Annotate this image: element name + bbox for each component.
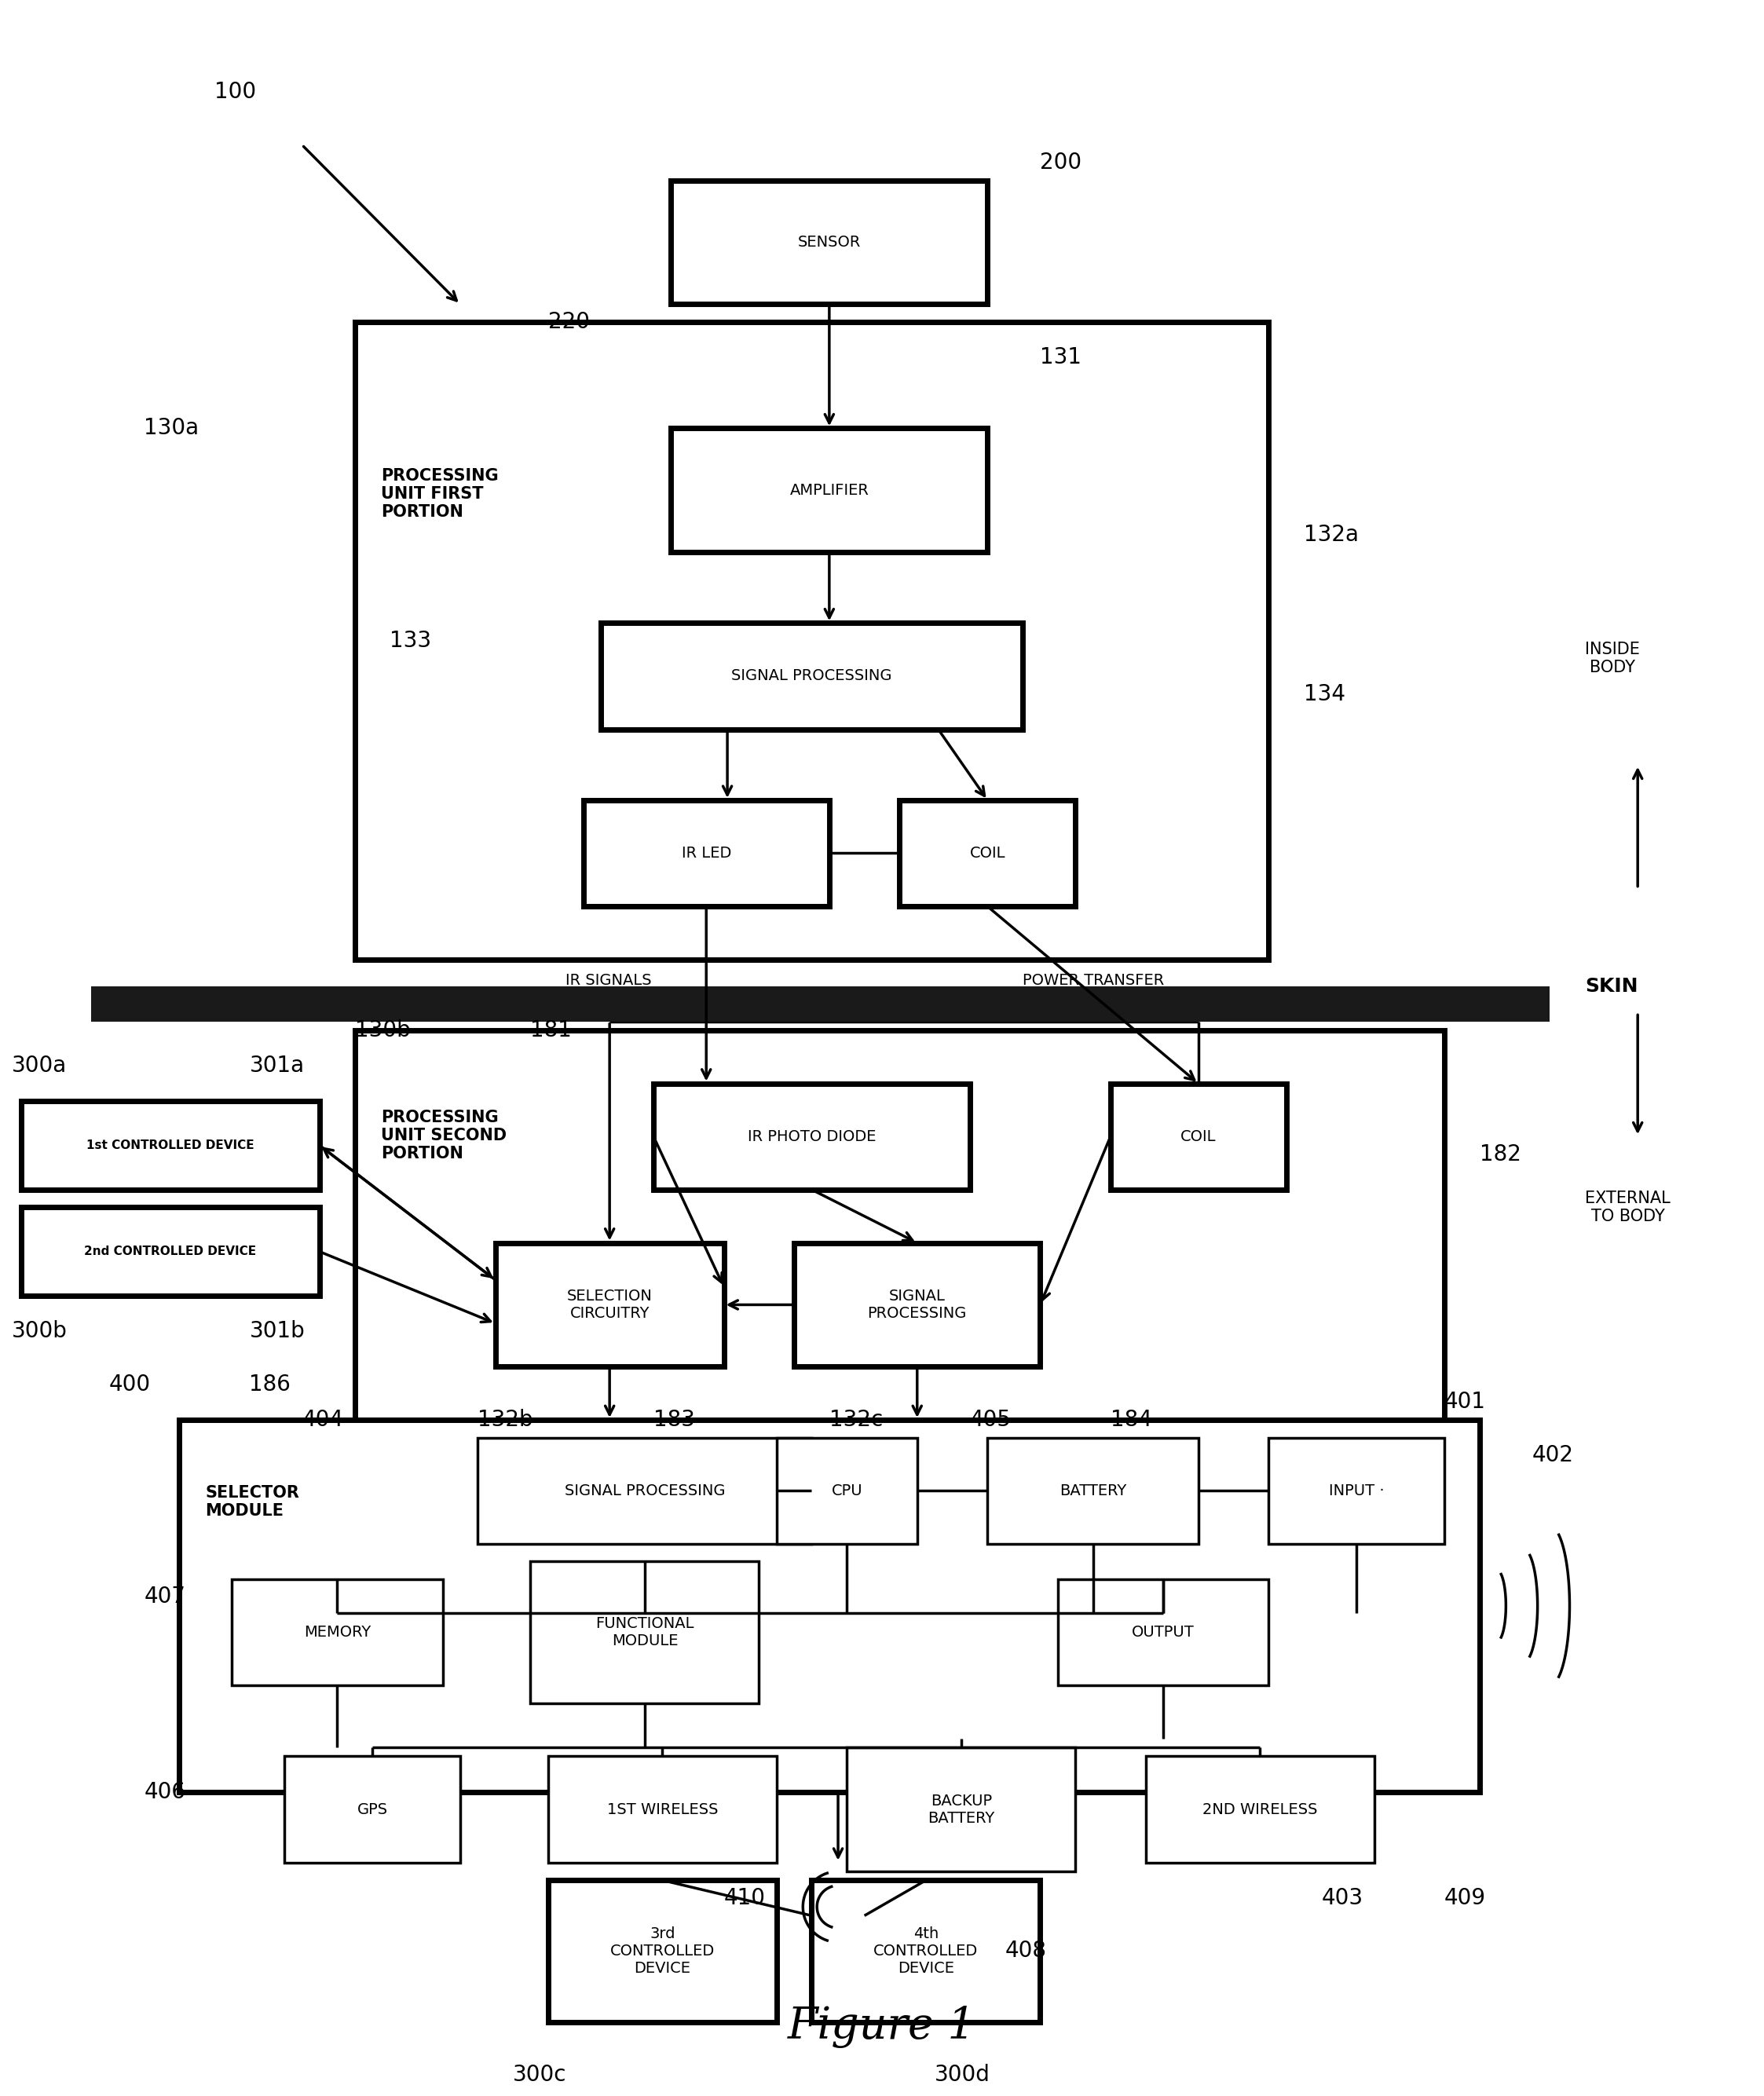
Text: INSIDE
BODY: INSIDE BODY	[1586, 641, 1641, 675]
Text: SIGNAL PROCESSING: SIGNAL PROCESSING	[732, 669, 893, 683]
Text: 134: 134	[1304, 683, 1346, 704]
Text: 182: 182	[1480, 1142, 1521, 1165]
Text: SIGNAL
PROCESSING: SIGNAL PROCESSING	[868, 1289, 967, 1320]
Text: MEMORY: MEMORY	[303, 1624, 370, 1639]
Text: BATTERY: BATTERY	[1060, 1484, 1127, 1499]
Bar	[776, 1438, 917, 1545]
Text: SKIN: SKIN	[1586, 977, 1639, 996]
Text: 132a: 132a	[1304, 524, 1358, 545]
Text: SELECTOR
MODULE: SELECTOR MODULE	[205, 1484, 300, 1520]
Text: IR PHOTO DIODE: IR PHOTO DIODE	[748, 1130, 877, 1144]
Text: 401: 401	[1445, 1392, 1485, 1413]
Text: IR SIGNALS: IR SIGNALS	[566, 973, 651, 987]
Text: 1st CONTROLLED DEVICE: 1st CONTROLLED DEVICE	[86, 1140, 254, 1151]
Text: 300d: 300d	[935, 2065, 990, 2086]
Text: 3rd
CONTROLLED
DEVICE: 3rd CONTROLLED DEVICE	[610, 1926, 714, 1977]
Text: 130a: 130a	[145, 417, 199, 440]
Text: 406: 406	[145, 1782, 185, 1803]
Text: AMPLIFIER: AMPLIFIER	[790, 482, 870, 497]
Bar	[21, 1207, 319, 1295]
Bar	[231, 1578, 443, 1685]
Text: POWER TRANSFER: POWER TRANSFER	[1023, 973, 1164, 987]
Bar	[602, 623, 1023, 729]
Text: 410: 410	[723, 1886, 766, 1909]
Text: 300a: 300a	[12, 1054, 67, 1077]
Text: 132c: 132c	[829, 1409, 882, 1432]
Text: 402: 402	[1533, 1444, 1573, 1467]
Bar	[653, 1084, 970, 1191]
Bar	[670, 180, 988, 304]
Text: CPU: CPU	[831, 1484, 863, 1499]
Text: 403: 403	[1321, 1886, 1364, 1909]
Text: 407: 407	[145, 1587, 185, 1608]
Bar	[531, 1562, 759, 1704]
Bar	[794, 1243, 1041, 1367]
Bar	[811, 1880, 1041, 2023]
Bar	[847, 1748, 1076, 1872]
Text: COIL: COIL	[1180, 1130, 1215, 1144]
Text: 1ST WIRELESS: 1ST WIRELESS	[607, 1803, 718, 1817]
Text: BACKUP
BATTERY: BACKUP BATTERY	[928, 1794, 995, 1826]
Text: GPS: GPS	[356, 1803, 388, 1817]
Text: 2nd CONTROLLED DEVICE: 2nd CONTROLLED DEVICE	[85, 1245, 256, 1258]
Bar	[900, 801, 1076, 905]
Text: 200: 200	[1041, 151, 1081, 174]
Text: 131: 131	[1041, 346, 1081, 369]
Text: COIL: COIL	[970, 847, 1005, 861]
Text: 2ND WIRELESS: 2ND WIRELESS	[1203, 1803, 1318, 1817]
Text: 301b: 301b	[249, 1320, 305, 1341]
Text: 130b: 130b	[355, 1019, 411, 1042]
Text: 184: 184	[1111, 1409, 1152, 1432]
Bar	[1145, 1756, 1374, 1863]
Bar	[670, 428, 988, 551]
Text: 132b: 132b	[478, 1409, 533, 1432]
Text: 183: 183	[653, 1409, 695, 1432]
Text: EXTERNAL
TO BODY: EXTERNAL TO BODY	[1586, 1191, 1671, 1224]
Text: 181: 181	[531, 1019, 572, 1042]
Bar	[1111, 1084, 1286, 1191]
Bar	[178, 1419, 1480, 1792]
Bar	[1058, 1578, 1268, 1685]
Text: SENSOR: SENSOR	[797, 235, 861, 249]
Bar	[549, 1880, 776, 2023]
Text: INPUT ·: INPUT ·	[1328, 1484, 1385, 1499]
Bar	[496, 1243, 723, 1367]
Text: 405: 405	[970, 1409, 1011, 1432]
Bar	[284, 1756, 460, 1863]
Text: IR LED: IR LED	[681, 847, 730, 861]
Text: 301a: 301a	[249, 1054, 305, 1077]
Text: 408: 408	[1005, 1941, 1046, 1962]
Text: SELECTION
CIRCUITRY: SELECTION CIRCUITRY	[566, 1289, 653, 1320]
Text: FUNCTIONAL
MODULE: FUNCTIONAL MODULE	[596, 1616, 693, 1647]
Bar	[584, 801, 829, 905]
Text: PROCESSING
UNIT FIRST
PORTION: PROCESSING UNIT FIRST PORTION	[381, 467, 499, 520]
Bar	[478, 1438, 811, 1545]
Text: 300b: 300b	[12, 1320, 67, 1341]
Text: Figure 1: Figure 1	[789, 2006, 975, 2048]
Bar	[1268, 1438, 1445, 1545]
Text: 100: 100	[213, 82, 256, 103]
Bar	[549, 1756, 776, 1863]
Text: OUTPUT: OUTPUT	[1132, 1624, 1194, 1639]
Text: 4th
CONTROLLED
DEVICE: 4th CONTROLLED DEVICE	[873, 1926, 979, 1977]
Bar	[355, 323, 1268, 960]
Text: 400: 400	[109, 1373, 150, 1396]
Bar	[355, 1031, 1445, 1419]
Text: SIGNAL PROCESSING: SIGNAL PROCESSING	[564, 1484, 725, 1499]
Bar	[988, 1438, 1198, 1545]
Text: 220: 220	[549, 310, 589, 333]
Text: 404: 404	[302, 1409, 344, 1432]
Text: PROCESSING
UNIT SECOND
PORTION: PROCESSING UNIT SECOND PORTION	[381, 1109, 506, 1161]
Text: 186: 186	[249, 1373, 291, 1396]
Text: 409: 409	[1445, 1886, 1485, 1909]
Bar	[92, 985, 1551, 1021]
Bar	[21, 1100, 319, 1191]
Text: 300c: 300c	[513, 2065, 566, 2086]
Text: 133: 133	[390, 629, 432, 652]
